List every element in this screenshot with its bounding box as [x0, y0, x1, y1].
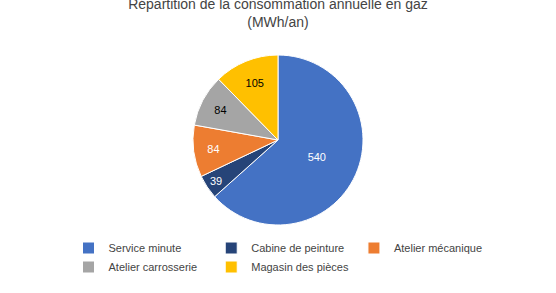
svg-text:105: 105 — [246, 77, 264, 89]
svg-text:Atelier carrosserie: Atelier carrosserie — [109, 261, 198, 273]
svg-text:39: 39 — [210, 175, 222, 187]
svg-text:84: 84 — [207, 143, 219, 155]
svg-text:Répartition de la consommation: Répartition de la consommation annuelle … — [128, 0, 428, 30]
svg-text:540: 540 — [308, 151, 326, 163]
svg-text:Magasin des pièces: Magasin des pièces — [251, 261, 349, 273]
svg-text:Cabine de peinture: Cabine de peinture — [251, 242, 344, 254]
svg-text:Service minute: Service minute — [109, 242, 182, 254]
svg-text:Atelier mécanique: Atelier mécanique — [394, 242, 482, 254]
svg-text:84: 84 — [214, 104, 226, 116]
